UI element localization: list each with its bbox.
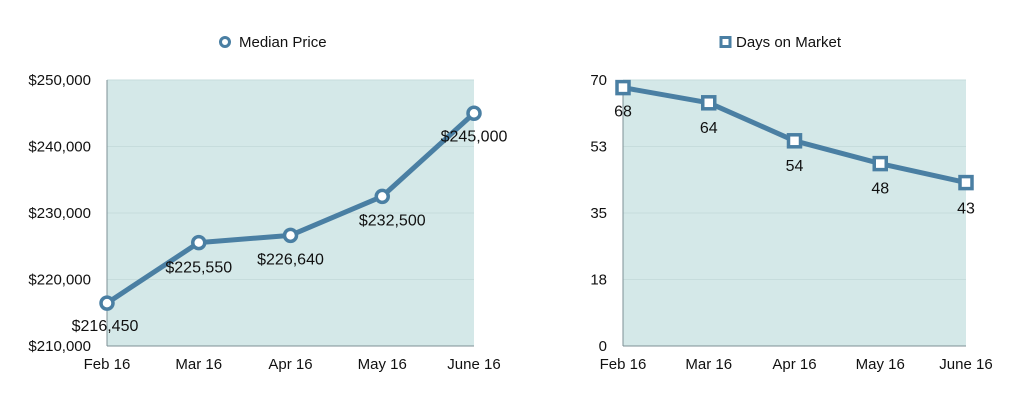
y-tick-label: $250,000 xyxy=(28,72,91,89)
data-point xyxy=(786,133,803,149)
legend-label: Median Price xyxy=(239,34,327,51)
data-label: 43 xyxy=(957,201,975,218)
y-tick-label: $230,000 xyxy=(28,205,91,222)
x-tick-label: Apr 16 xyxy=(268,356,312,373)
data-label: $225,550 xyxy=(165,260,232,277)
data-point xyxy=(374,188,390,205)
y-tick-label: $220,000 xyxy=(28,272,91,289)
x-tick-label: Apr 16 xyxy=(772,356,816,373)
y-tick-label: $210,000 xyxy=(28,338,91,355)
data-label: $216,450 xyxy=(72,318,139,335)
y-tick-label: $240,000 xyxy=(28,139,91,156)
data-point xyxy=(701,95,717,111)
x-tick-label: Mar 16 xyxy=(685,356,732,373)
data-point xyxy=(282,227,299,244)
y-tick-label: 18 xyxy=(590,272,607,289)
x-tick-label: Mar 16 xyxy=(175,356,222,373)
x-tick-label: Feb 16 xyxy=(84,356,131,373)
legend-label: Days on Market xyxy=(736,34,842,51)
y-tick-label: 35 xyxy=(590,205,607,222)
data-point xyxy=(191,234,207,251)
data-label: 64 xyxy=(700,120,718,137)
data-label: $245,000 xyxy=(441,128,508,145)
legend-marker xyxy=(219,36,231,48)
data-label: 54 xyxy=(786,158,804,175)
x-tick-label: May 16 xyxy=(358,356,407,373)
data-point xyxy=(466,105,482,121)
data-label: $226,640 xyxy=(257,251,324,268)
median-price-chart: $210,000 $220,000 $230,000 $240,000 $250,000… xyxy=(28,34,507,373)
legend-marker xyxy=(719,36,732,48)
data-point xyxy=(872,155,888,172)
data-point xyxy=(958,174,974,191)
y-tick-label: 0 xyxy=(599,338,607,355)
x-tick-label: June 16 xyxy=(939,356,992,373)
y-tick-label: 53 xyxy=(590,139,607,156)
x-tick-label: June 16 xyxy=(447,356,500,373)
x-tick-label: Feb 16 xyxy=(600,356,647,373)
data-point xyxy=(615,79,631,96)
data-point xyxy=(99,295,115,311)
data-label: 68 xyxy=(614,104,632,121)
x-tick-label: May 16 xyxy=(856,356,905,373)
data-label: $232,500 xyxy=(359,212,426,229)
data-label: 48 xyxy=(871,181,889,198)
days-on-market-chart: 0 18 35 53 70 Feb 16 Mar 16 Apr 16 May 16 June 16… xyxy=(590,34,992,373)
y-tick-label: 70 xyxy=(590,72,607,89)
